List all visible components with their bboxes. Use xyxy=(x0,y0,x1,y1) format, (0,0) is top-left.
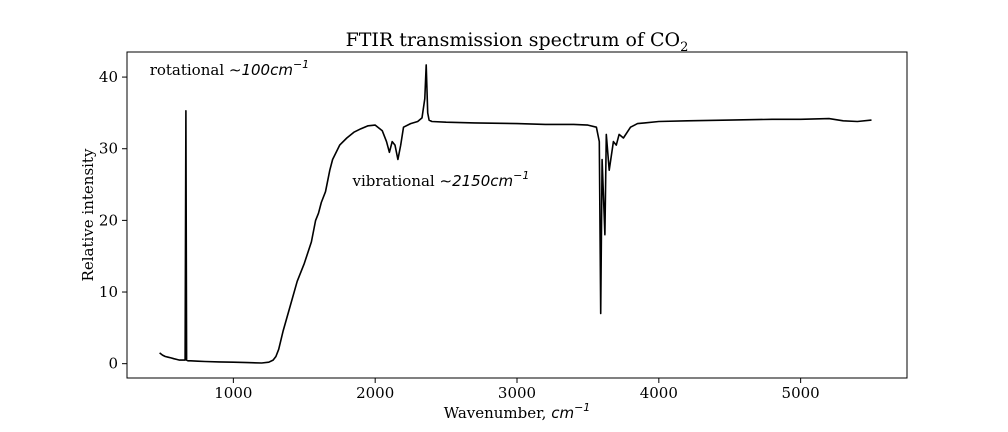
spectrum-line xyxy=(159,64,872,364)
x-tick-label-3000: 3000 xyxy=(498,384,536,402)
chart-title-subscript: 2 xyxy=(680,40,688,55)
x-tick-label-2000: 2000 xyxy=(356,384,394,402)
y-tick-label-10: 10 xyxy=(99,283,118,301)
x-tick-label-4000: 4000 xyxy=(640,384,678,402)
y-tick-label-20: 20 xyxy=(99,211,118,229)
x-axis-label: Wavenumber, cm−1 xyxy=(444,401,591,422)
plot-area: 1000 2000 3000 4000 5000 0 10 20 30 40 rotational … xyxy=(99,51,908,402)
chart-title: FTIR transmission spectrum of CO2 xyxy=(346,29,689,55)
annotation-0: rotational ∼100cm−1 xyxy=(150,58,309,79)
y-tick-label-40: 40 xyxy=(99,68,118,86)
x-tick-label-1000: 1000 xyxy=(214,384,252,402)
x-tick-label-5000: 5000 xyxy=(782,384,820,402)
y-tick-label-30: 30 xyxy=(99,140,118,158)
y-tick-label-0: 0 xyxy=(108,355,118,373)
axes-frame xyxy=(126,51,908,379)
annotation-1: vibrational ∼2150cm−1 xyxy=(351,169,529,190)
y-axis-label: Relative intensity xyxy=(79,148,97,281)
